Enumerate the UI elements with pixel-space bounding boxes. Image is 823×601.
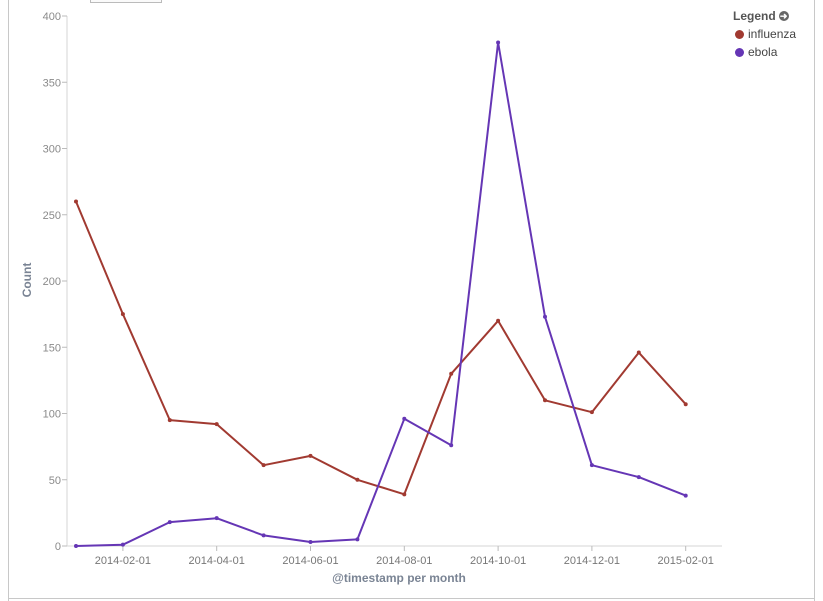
data-point-ebola[interactable] bbox=[543, 314, 547, 319]
x-tick-label: 2014-06-01 bbox=[282, 555, 338, 567]
bottom-border bbox=[8, 598, 815, 599]
x-tick-label: 2014-10-01 bbox=[470, 555, 526, 567]
legend-header[interactable]: Legend ➜ bbox=[733, 8, 813, 24]
chart-frame bbox=[8, 0, 815, 601]
y-axis: 0 50 100 150 200 250 300 350 400 bbox=[43, 11, 68, 553]
data-point-ebola[interactable] bbox=[449, 443, 454, 448]
series-layer bbox=[74, 40, 688, 548]
data-point-ebola[interactable] bbox=[261, 533, 266, 538]
data-point-influenza[interactable] bbox=[214, 422, 219, 427]
data-point-ebola[interactable] bbox=[74, 544, 78, 548]
legend-item-label: influenza bbox=[748, 27, 797, 41]
data-point-ebola[interactable] bbox=[167, 520, 172, 525]
x-axis-label: @timestamp per month bbox=[332, 571, 466, 585]
data-point-influenza[interactable] bbox=[683, 402, 688, 407]
series-influenza bbox=[74, 199, 688, 497]
y-axis-label: Count bbox=[20, 263, 34, 298]
data-point-influenza[interactable] bbox=[74, 199, 78, 204]
x-axis: 2014-02-01 2014-04-01 2014-06-01 2014-08-01… bbox=[67, 545, 722, 567]
data-point-ebola[interactable] bbox=[214, 516, 219, 521]
legend: Legend ➜ influenza ebola bbox=[733, 8, 813, 60]
data-point-ebola[interactable] bbox=[589, 463, 594, 468]
y-tick-label: 250 bbox=[43, 210, 61, 222]
data-point-influenza[interactable] bbox=[543, 398, 547, 403]
arrow-circle-right-icon[interactable]: ➜ bbox=[778, 11, 789, 21]
data-point-influenza[interactable] bbox=[402, 492, 407, 497]
data-point-influenza[interactable] bbox=[636, 350, 641, 355]
data-point-ebola[interactable] bbox=[683, 493, 688, 498]
data-point-influenza[interactable] bbox=[589, 410, 594, 415]
legend-dot bbox=[735, 29, 744, 39]
legend-item-ebola[interactable]: ebola bbox=[735, 44, 813, 60]
data-point-ebola[interactable] bbox=[636, 475, 641, 480]
y-tick-label: 300 bbox=[43, 144, 61, 156]
legend-item-influenza[interactable]: influenza bbox=[735, 26, 813, 42]
x-tick-label: 2014-08-01 bbox=[376, 555, 432, 567]
data-point-influenza[interactable] bbox=[261, 463, 266, 468]
data-point-influenza[interactable] bbox=[308, 453, 313, 458]
legend-item-label: ebola bbox=[748, 45, 778, 59]
data-point-influenza[interactable] bbox=[496, 318, 501, 323]
y-tick-label: 150 bbox=[43, 342, 61, 354]
legend-dot bbox=[735, 47, 744, 57]
y-tick-label: 400 bbox=[43, 11, 61, 23]
series-ebola bbox=[74, 40, 688, 548]
series-line-ebola bbox=[75, 41, 687, 547]
x-tick-label: 2014-12-01 bbox=[564, 555, 620, 567]
series-line-influenza bbox=[75, 201, 687, 496]
data-point-ebola[interactable] bbox=[120, 542, 125, 547]
data-point-ebola[interactable] bbox=[496, 40, 501, 45]
data-point-influenza[interactable] bbox=[449, 371, 454, 376]
y-tick-label: 350 bbox=[43, 77, 61, 89]
x-tick-label: 2014-04-01 bbox=[189, 555, 245, 567]
x-tick-label: 2014-02-01 bbox=[95, 555, 151, 567]
data-point-ebola[interactable] bbox=[402, 416, 407, 421]
top-tab[interactable] bbox=[90, 0, 162, 3]
data-point-ebola[interactable] bbox=[308, 540, 313, 545]
y-tick-label: 50 bbox=[49, 475, 61, 487]
data-point-influenza[interactable] bbox=[355, 477, 360, 482]
data-point-influenza[interactable] bbox=[120, 312, 125, 317]
data-point-influenza[interactable] bbox=[167, 418, 172, 423]
data-point-ebola[interactable] bbox=[355, 537, 360, 542]
y-tick-label: 100 bbox=[43, 409, 61, 421]
y-tick-label: 200 bbox=[43, 276, 61, 288]
x-tick-label: 2015-02-01 bbox=[658, 555, 714, 567]
y-tick-label: 0 bbox=[55, 541, 61, 553]
legend-title: Legend bbox=[733, 9, 776, 23]
